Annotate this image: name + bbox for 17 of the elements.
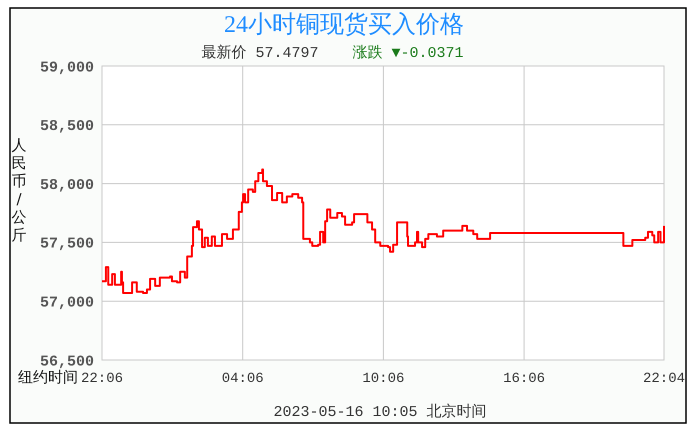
x-tick-label: 22:04 [642,371,686,387]
x-tick-label: 10:06 [362,371,404,387]
y-axis-title: 人民币/公斤 [12,136,26,244]
chart-title: 24小时铜现货买入价格 [224,11,464,38]
text: 最新价 57.4797 [201,44,319,62]
y-tick-label: 57,000 [40,294,94,312]
x-tick-label: 04:06 [222,371,264,387]
x-tick-label: 16:06 [503,371,546,387]
y-tick-label: 59,000 [40,59,94,76]
x-tick-label: 22:06 [80,371,124,387]
x-axis-title: 纽约时间 [18,368,78,386]
y-tick-label: 56,500 [40,353,94,370]
text: 2023-05-16 10:05 北京时间 [273,403,487,421]
y-tick-label: 58,500 [40,118,94,136]
text: 涨跌 ▼-0.0371 [352,44,464,62]
y-tick-label: 57,500 [40,236,94,253]
y-tick-label: 58,000 [40,176,94,194]
